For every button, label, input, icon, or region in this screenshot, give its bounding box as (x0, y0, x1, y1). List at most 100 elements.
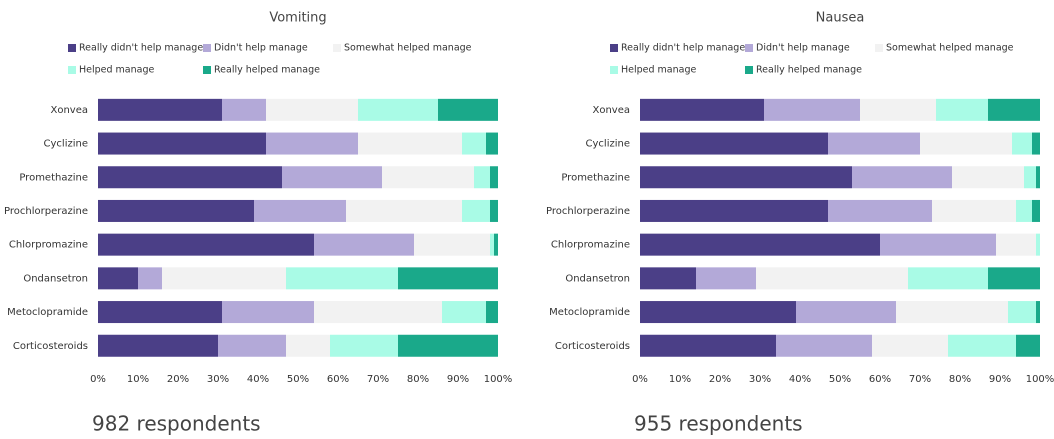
y-tick-label: Promethazine (19, 172, 88, 183)
bar-segment (98, 199, 254, 222)
bar-segment (640, 334, 776, 357)
x-tick-label: 50% (829, 374, 851, 385)
y-tick-label: Promethazine (561, 172, 630, 183)
bar-segment (438, 98, 498, 121)
bar-segment (222, 301, 314, 324)
bar-segment (98, 166, 282, 189)
bar-segment (1012, 132, 1032, 155)
bar-segment (490, 199, 498, 222)
y-tick-label: Xonvea (592, 105, 630, 116)
bar-segment (486, 132, 498, 155)
bar-segment (414, 233, 490, 256)
x-tick-label: 70% (909, 374, 931, 385)
bar-segment (640, 166, 852, 189)
respondents-note: 955 respondents (634, 412, 803, 436)
bar-segment (640, 199, 828, 222)
y-tick-label: Xonvea (50, 105, 88, 116)
bar-segment (640, 301, 796, 324)
legend-label: Didn't help manage (214, 43, 308, 54)
legend-label: Somewhat helped manage (886, 43, 1014, 54)
x-tick-label: 90% (989, 374, 1011, 385)
bar-segment (490, 166, 498, 189)
bar-segment (1036, 233, 1040, 256)
bar-segment (266, 98, 358, 121)
bar-segment (1008, 301, 1036, 324)
x-tick-label: 30% (207, 374, 229, 385)
bar-segment (358, 98, 438, 121)
bar-segment (474, 166, 490, 189)
bar-segment (330, 334, 398, 357)
bar-segment (346, 199, 462, 222)
legend-label: Really didn't help manage (621, 43, 745, 54)
y-tick-label: Chlorpromazine (551, 240, 630, 251)
bar-segment (776, 334, 872, 357)
bar-segment (314, 301, 442, 324)
bar-segment (442, 301, 486, 324)
x-tick-label: 40% (789, 374, 811, 385)
x-tick-label: 0% (90, 374, 106, 385)
bar-segment (640, 98, 764, 121)
bar-segment (494, 233, 498, 256)
bar-segment (490, 233, 494, 256)
bar-segment (948, 334, 1016, 357)
chart-title: Nausea (816, 11, 865, 26)
bar-segment (640, 233, 880, 256)
bar-segment (996, 233, 1036, 256)
bar-segment (218, 334, 286, 357)
legend-label: Really didn't help manage (79, 43, 203, 54)
y-tick-label: Corticosteroids (555, 341, 630, 352)
bar-segment (222, 98, 266, 121)
legend-label: Really helped manage (756, 65, 862, 76)
bar-segment (98, 301, 222, 324)
bar-segment (286, 267, 398, 290)
bar-segment (462, 199, 490, 222)
x-tick-label: 70% (367, 374, 389, 385)
bar-segment (764, 98, 860, 121)
bar-segment (828, 132, 920, 155)
bar-segment (1024, 166, 1036, 189)
bar-segment (398, 334, 498, 357)
y-tick-label: Ondansetron (23, 273, 88, 284)
bar-segment (640, 267, 696, 290)
bar-segment (1036, 301, 1040, 324)
y-tick-label: Cyclizine (586, 139, 630, 150)
y-tick-label: Corticosteroids (13, 341, 88, 352)
bar-segment (640, 132, 828, 155)
bar-segment (282, 166, 382, 189)
bar-segment (1036, 166, 1040, 189)
bar-segment (852, 166, 952, 189)
x-tick-label: 10% (127, 374, 149, 385)
bar-segment (358, 132, 462, 155)
legend-swatch (68, 44, 76, 52)
x-tick-label: 100% (484, 374, 513, 385)
bar-segment (98, 98, 222, 121)
y-tick-label: Metoclopramide (549, 307, 630, 318)
bar-segment (936, 98, 988, 121)
y-tick-label: Ondansetron (565, 273, 630, 284)
bar-segment (696, 267, 756, 290)
legend-swatch (745, 66, 753, 74)
legend-swatch (203, 44, 211, 52)
legend-label: Didn't help manage (756, 43, 850, 54)
y-tick-label: Chlorpromazine (9, 240, 88, 251)
bar-segment (1016, 199, 1032, 222)
bar-segment (756, 267, 908, 290)
x-tick-label: 60% (327, 374, 349, 385)
bar-segment (796, 301, 896, 324)
bar-segment (314, 233, 414, 256)
x-tick-label: 0% (632, 374, 648, 385)
x-tick-label: 20% (709, 374, 731, 385)
legend-swatch (875, 44, 883, 52)
bar-segment (162, 267, 286, 290)
bar-segment (896, 301, 1008, 324)
legend-label: Helped manage (79, 65, 155, 76)
bar-segment (872, 334, 948, 357)
bar-segment (138, 267, 162, 290)
legend-label: Really helped manage (214, 65, 320, 76)
y-tick-label: Prochlorperazine (4, 206, 88, 217)
bar-segment (486, 301, 498, 324)
bar-segment (1016, 334, 1040, 357)
bar-segment (952, 166, 1024, 189)
legend-label: Somewhat helped manage (344, 43, 472, 54)
bar-segment (988, 267, 1040, 290)
